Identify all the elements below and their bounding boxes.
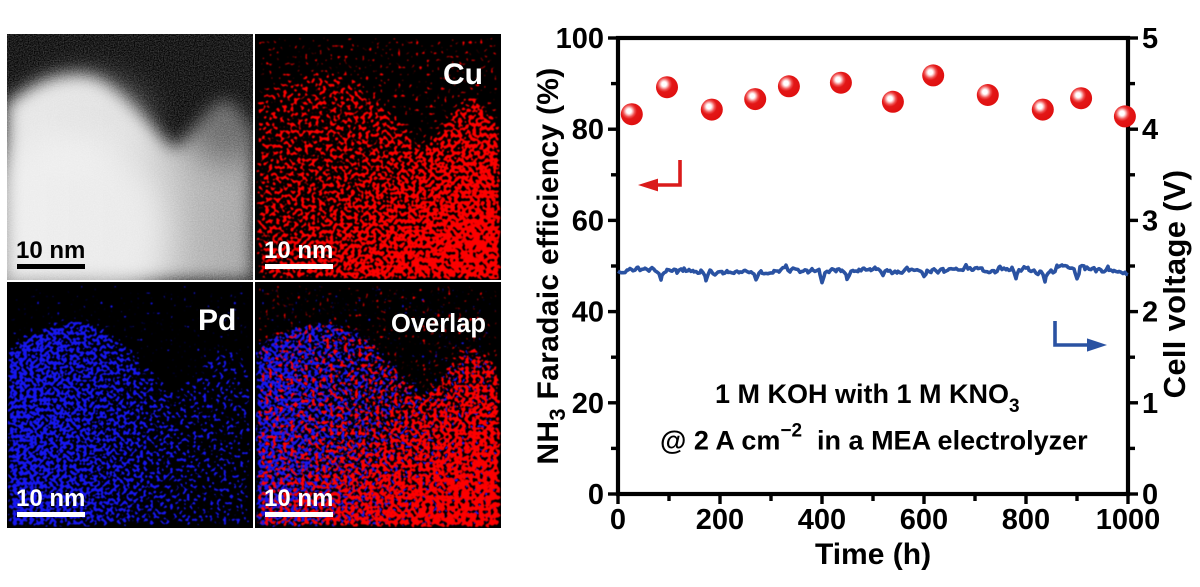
svg-text:10 nm: 10 nm xyxy=(16,237,85,264)
svg-text:10 nm: 10 nm xyxy=(264,237,333,264)
svg-text:100: 100 xyxy=(556,23,604,55)
svg-text:Time (h): Time (h) xyxy=(815,538,931,571)
svg-text:@ 2 A cm−2 in a MEA electroly: @ 2 A cm−2 in a MEA electrolyzer xyxy=(660,421,1088,456)
svg-text:600: 600 xyxy=(900,504,948,536)
svg-text:10 nm: 10 nm xyxy=(264,485,333,512)
svg-text:400: 400 xyxy=(798,504,846,536)
svg-text:0: 0 xyxy=(610,504,626,536)
svg-text:Cell voltage (V): Cell voltage (V) xyxy=(1157,170,1192,399)
svg-text:1: 1 xyxy=(1142,388,1158,420)
svg-text:0: 0 xyxy=(588,479,604,511)
svg-text:5: 5 xyxy=(1142,23,1158,55)
svg-text:NH3 Faradaic efficiency (%): NH3 Faradaic efficiency (%) xyxy=(532,67,570,464)
svg-text:60: 60 xyxy=(572,205,604,237)
svg-text:1000: 1000 xyxy=(1096,504,1161,536)
svg-text:80: 80 xyxy=(572,114,604,146)
svg-text:800: 800 xyxy=(1002,504,1050,536)
svg-text:10 nm: 10 nm xyxy=(16,485,85,512)
svg-text:200: 200 xyxy=(696,504,744,536)
svg-text:Cu: Cu xyxy=(443,58,483,91)
svg-text:Overlap: Overlap xyxy=(391,310,486,338)
svg-text:1 M KOH with 1 M KNO3: 1 M KOH with 1 M KNO3 xyxy=(715,379,1020,417)
svg-text:40: 40 xyxy=(572,297,604,329)
svg-text:0: 0 xyxy=(1142,479,1158,511)
svg-text:20: 20 xyxy=(572,388,604,420)
svg-text:3: 3 xyxy=(1142,205,1158,237)
svg-text:2: 2 xyxy=(1142,297,1158,329)
svg-text:4: 4 xyxy=(1142,114,1158,146)
svg-text:Pd: Pd xyxy=(198,304,236,337)
